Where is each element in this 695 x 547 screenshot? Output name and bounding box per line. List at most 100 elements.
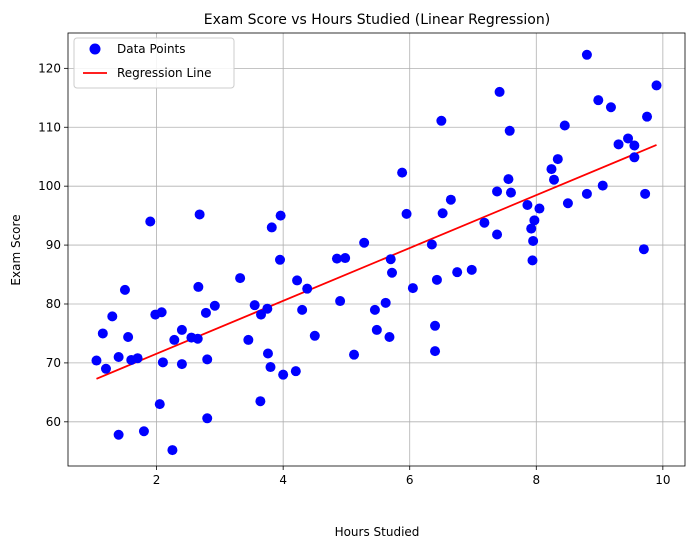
data-points-layer	[91, 49, 662, 456]
data-point	[113, 429, 124, 440]
data-point	[479, 217, 490, 228]
data-point	[593, 95, 604, 106]
y-axis-ticks: 60 70 80 90 100 110 120	[38, 61, 68, 429]
data-point	[651, 80, 662, 91]
chart-title: Exam Score vs Hours Studied (Linear Regr…	[204, 12, 550, 28]
data-point	[154, 399, 165, 410]
data-point	[292, 275, 303, 286]
data-point	[278, 369, 289, 380]
data-point	[123, 331, 134, 342]
data-point	[401, 208, 412, 219]
data-point	[167, 445, 178, 456]
data-point	[380, 297, 391, 308]
data-point	[642, 111, 653, 122]
data-point	[407, 283, 418, 294]
y-tick-label: 60	[46, 415, 61, 429]
data-point	[119, 284, 130, 295]
x-axis-label: Hours Studied	[335, 525, 420, 539]
data-point	[430, 346, 441, 357]
data-point	[176, 324, 187, 335]
legend-label-data-points: Data Points	[117, 42, 186, 56]
data-point	[504, 125, 515, 136]
data-point	[549, 174, 560, 185]
data-point	[275, 210, 286, 221]
data-point	[527, 255, 538, 266]
data-point	[605, 102, 616, 113]
legend-label-regression-line: Regression Line	[117, 66, 211, 80]
data-point	[97, 328, 108, 339]
plot-frame	[67, 32, 686, 467]
data-point	[528, 235, 539, 246]
data-point	[526, 223, 537, 234]
data-point	[209, 300, 220, 311]
data-point	[529, 215, 540, 226]
data-point	[107, 311, 118, 322]
data-point	[256, 309, 267, 320]
data-point	[546, 164, 557, 175]
data-point	[492, 229, 503, 240]
data-point	[452, 267, 463, 278]
data-point	[349, 349, 360, 360]
data-point	[309, 330, 320, 341]
legend: Data Points Regression Line	[73, 37, 235, 89]
data-point	[430, 320, 441, 331]
data-point	[100, 363, 111, 374]
data-point	[138, 426, 149, 437]
legend-marker-data-points	[89, 43, 101, 55]
data-point	[597, 180, 608, 191]
data-point	[194, 209, 205, 220]
data-point	[290, 366, 301, 377]
data-point	[262, 348, 273, 359]
data-point	[202, 354, 213, 365]
data-point	[156, 307, 167, 318]
data-point	[640, 188, 651, 199]
data-point	[297, 304, 308, 315]
data-point	[445, 194, 456, 205]
data-point	[638, 244, 649, 255]
data-point	[91, 355, 102, 366]
data-point	[262, 303, 273, 314]
x-axis-ticks: 2 4 6 8 10	[153, 466, 670, 487]
data-point	[331, 253, 342, 264]
data-point	[192, 333, 203, 344]
data-point	[113, 352, 124, 363]
data-point	[369, 304, 380, 315]
data-point	[132, 353, 143, 364]
data-point	[522, 200, 533, 211]
data-point	[581, 49, 592, 60]
data-point	[562, 198, 573, 209]
data-point	[169, 334, 180, 345]
data-point	[243, 334, 254, 345]
data-point	[157, 357, 168, 368]
data-point	[559, 120, 570, 131]
data-point	[385, 254, 396, 265]
y-axis-label: Exam Score	[9, 214, 23, 285]
data-point	[431, 274, 442, 285]
y-tick-label: 120	[38, 61, 61, 75]
data-point	[397, 167, 408, 178]
x-tick-label: 4	[279, 473, 287, 487]
data-point	[202, 413, 213, 424]
data-point	[436, 115, 447, 126]
data-point	[437, 208, 448, 219]
y-tick-label: 70	[46, 356, 61, 370]
data-point	[359, 237, 370, 248]
data-point	[335, 296, 346, 307]
data-point	[387, 267, 398, 278]
data-point	[503, 174, 514, 185]
data-point	[340, 253, 351, 264]
data-point	[384, 331, 395, 342]
data-point	[371, 324, 382, 335]
data-point	[534, 203, 545, 214]
regression-line	[96, 144, 657, 380]
legend-box	[73, 37, 235, 89]
y-tick-label: 100	[38, 179, 61, 193]
data-point	[145, 216, 156, 227]
data-point	[494, 86, 505, 97]
regression-line-layer	[96, 144, 657, 380]
data-point	[193, 281, 204, 292]
data-point	[200, 307, 211, 318]
data-point	[302, 283, 313, 294]
data-point	[265, 362, 276, 373]
